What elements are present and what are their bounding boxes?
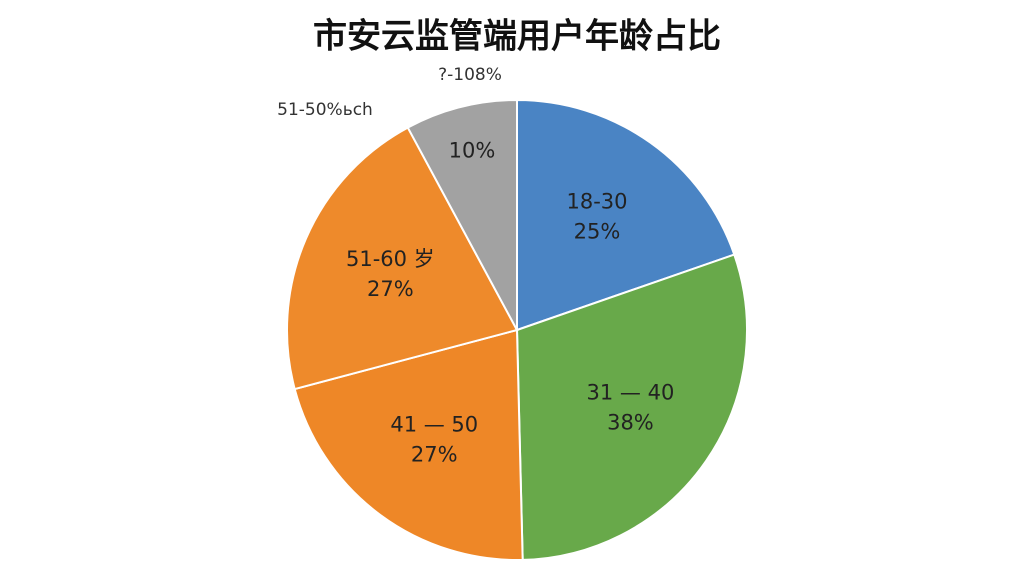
annotation: 51-50%ьch — [277, 100, 373, 120]
pie-slice — [515, 253, 748, 561]
slice-label: 25% — [574, 220, 621, 244]
pie-slice — [286, 126, 519, 391]
annotation: ?-108% — [438, 65, 502, 85]
slice-label: 27% — [367, 277, 414, 301]
slice-label: 10% — [449, 139, 496, 163]
slice-category: 18-30 — [566, 190, 627, 214]
pie-slice — [293, 328, 524, 561]
slice-label: 27% — [411, 442, 458, 466]
pie-slice — [406, 98, 518, 331]
slice-category: 41 — 50 — [390, 412, 478, 436]
slice-category: 51-60 岁 — [346, 247, 435, 271]
slice-category: 31 — 40 — [587, 381, 675, 405]
chart-title: 市安云监管端用户年龄占比 — [313, 17, 721, 57]
slice-label: 38% — [607, 411, 654, 435]
